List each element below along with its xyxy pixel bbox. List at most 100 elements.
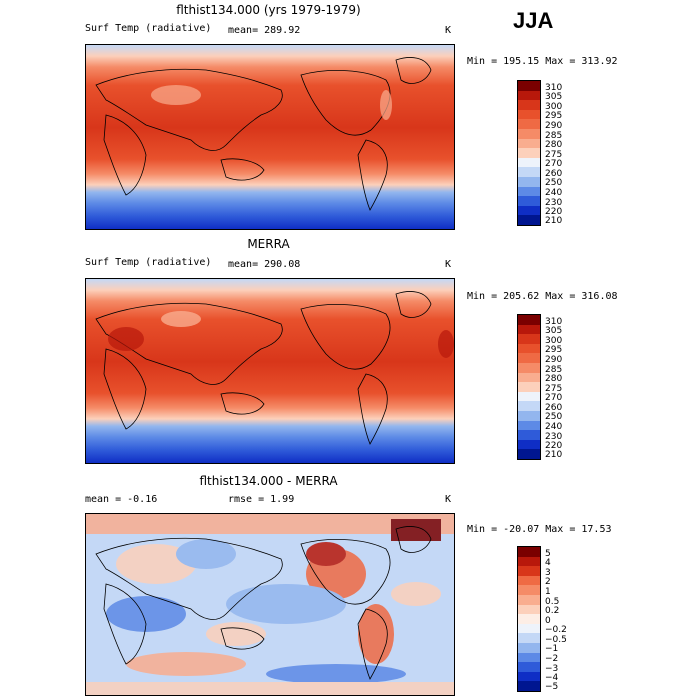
panel1-map (85, 44, 455, 230)
season-label: JJA (513, 8, 554, 33)
panel2-level-label: 230 (545, 432, 563, 442)
panel3-colorbar-swatch (518, 614, 540, 624)
panel1-level-label: 310 (545, 83, 563, 93)
panel1-colorbar-swatch (518, 176, 540, 187)
panel2-level-label: 300 (545, 336, 563, 346)
panel1-units: K (445, 25, 452, 36)
panel1-level-label: 300 (545, 102, 563, 112)
panel2-level-label: 275 (545, 384, 563, 394)
panel2-map-plot (86, 279, 454, 463)
panel1-colorbar-swatch (518, 81, 540, 91)
panel1-title: flthist134.000 (yrs 1979-1979) (176, 3, 361, 17)
panel2-level-label: 280 (545, 374, 563, 384)
panel1-colorbar-swatch (518, 100, 540, 110)
panel3-level-label: −0.5 (545, 635, 567, 645)
panel2-level-label: 260 (545, 403, 563, 413)
panel1-level-label: 250 (545, 178, 563, 188)
panel3-colorbar-swatch (518, 623, 540, 634)
panel2-level-label: 270 (545, 393, 563, 403)
panel1-level-label: 295 (545, 111, 563, 121)
panel1-colorbar-swatch (518, 215, 540, 225)
panel1-left-label: Surf Temp (radiative) (85, 23, 212, 34)
panel3-level-label: 0.5 (545, 597, 560, 607)
panel2-minmax: Min = 205.62 Max = 316.08 (467, 291, 618, 302)
panel2-colorbar-swatch (518, 334, 540, 344)
panel1-stat: mean= 289.92 (228, 25, 301, 36)
panel2-map (85, 278, 455, 464)
panel3-level-label: −4 (545, 673, 559, 683)
panel3-level-label: −1 (545, 644, 559, 654)
panel1-colorbar-swatch (518, 109, 540, 120)
panel1-level-label: 270 (545, 159, 563, 169)
panel1-colorbar-swatch (518, 167, 540, 177)
panel1-colorbar-swatch (518, 128, 540, 139)
panel2-colorbar-swatch (518, 372, 540, 383)
panel1-colorbar-swatch (518, 90, 540, 101)
panel3-colorbar-swatch (518, 662, 540, 672)
panel2-level-label: 295 (545, 345, 563, 355)
panel2-colorbar-swatch (518, 362, 540, 373)
panel3-level-label: −5 (545, 682, 559, 692)
panel2-stat: mean= 290.08 (228, 259, 301, 270)
panel1-colorbar-swatch (518, 205, 540, 216)
panel3-colorbar-swatch (518, 671, 540, 682)
panel3-colorbar-swatch (518, 585, 540, 595)
panel2-colorbar-swatch (518, 343, 540, 354)
panel3-colorbar-swatch (518, 604, 540, 615)
panel3-colorbar-swatch (518, 642, 540, 653)
panel3-colorbar-swatch (518, 633, 540, 643)
panel1-colorbar-swatch (518, 138, 540, 149)
panel1-level-label: 260 (545, 169, 563, 179)
panel2-colorbar (517, 314, 541, 460)
panel1-colorbar-swatch (518, 196, 540, 206)
panel2-level-label: 310 (545, 317, 563, 327)
panel2-colorbar-swatch (518, 439, 540, 450)
panel3-level-label: 3 (545, 568, 551, 578)
panel2-title: MERRA (247, 237, 290, 251)
panel1-colorbar-swatch (518, 119, 540, 129)
panel3-left-label: mean = -0.16 (85, 494, 158, 505)
panel2-colorbar-swatch (518, 410, 540, 421)
panel2-level-label: 285 (545, 365, 563, 375)
panel1-colorbar-swatch (518, 157, 540, 168)
panel1-level-label: 240 (545, 188, 563, 198)
panel2-colorbar-swatch (518, 401, 540, 411)
panel1-minmax: Min = 195.15 Max = 313.92 (467, 56, 618, 67)
panel3-level-label: −3 (545, 664, 559, 674)
panel1-level-label: 305 (545, 92, 563, 102)
panel1-colorbar (517, 80, 541, 226)
panel3-level-label: 0.2 (545, 606, 560, 616)
panel2-level-label: 210 (545, 450, 563, 460)
panel3-colorbar-swatch (518, 652, 540, 663)
panel2-level-label: 305 (545, 326, 563, 336)
panel2-colorbar-swatch (518, 353, 540, 363)
panel3-level-label: 4 (545, 558, 551, 568)
panel1-map-plot (86, 45, 454, 229)
panel1-level-label: 220 (545, 207, 563, 217)
panel3-map (85, 513, 455, 696)
panel3-colorbar-swatch (518, 594, 540, 605)
panel1-level-label: 290 (545, 121, 563, 131)
panel2-left-label: Surf Temp (radiative) (85, 257, 212, 268)
panel3-colorbar-swatch (518, 681, 540, 691)
panel1-level-label: 280 (545, 140, 563, 150)
panel1-level-label: 230 (545, 198, 563, 208)
panel3-title: flthist134.000 - MERRA (199, 474, 338, 488)
panel1-level-label: 210 (545, 216, 563, 226)
panel1-colorbar-swatch (518, 148, 540, 158)
panel2-colorbar-swatch (518, 391, 540, 402)
panel2-colorbar-swatch (518, 449, 540, 459)
panel2-level-label: 220 (545, 441, 563, 451)
panel3-level-label: 0 (545, 616, 551, 626)
panel3-level-label: −2 (545, 654, 559, 664)
panel3-level-label: 5 (545, 549, 551, 559)
panel1-level-label: 285 (545, 131, 563, 141)
panel3-colorbar-swatch (518, 575, 540, 586)
panel1-level-label: 275 (545, 150, 563, 160)
panel3-colorbar-swatch (518, 566, 540, 576)
panel3-level-label: −0.2 (545, 625, 567, 635)
panel2-colorbar-swatch (518, 324, 540, 335)
panel2-colorbar-swatch (518, 430, 540, 440)
panel3-level-label: 2 (545, 577, 551, 587)
panel3-colorbar (517, 546, 541, 692)
